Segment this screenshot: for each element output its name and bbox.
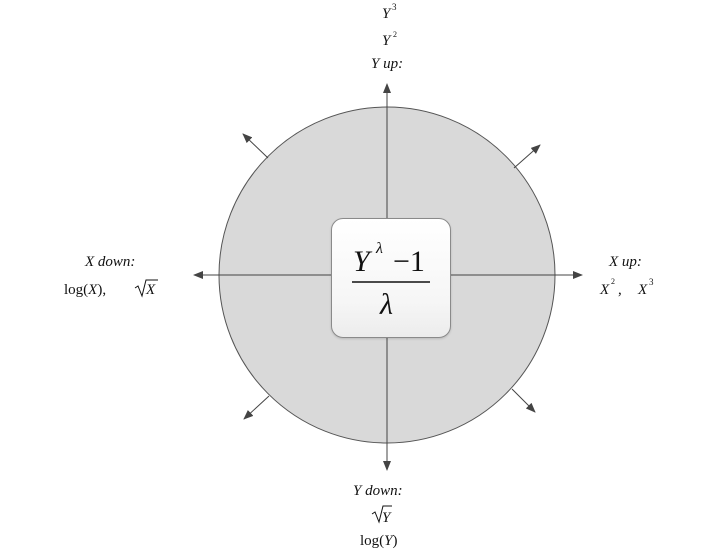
- formula-numerator-minus-one: −1: [393, 245, 425, 278]
- right-x-squared-base: X: [599, 282, 610, 298]
- box-cox-formula: Y λ −1 λ: [352, 240, 430, 321]
- top-y-squared-base: Y: [382, 33, 392, 49]
- bottom-sqrt-radicand: Y: [382, 510, 392, 526]
- diagonal-arrow-upper-right: [513, 144, 541, 169]
- y-down-heading: Y down:: [353, 483, 403, 499]
- right-x-cubed-base: X: [637, 282, 648, 298]
- top-y-cubed-base: Y: [382, 6, 392, 22]
- formula-denominator: λ: [379, 288, 393, 321]
- formula-numerator-exponent: λ: [375, 240, 383, 257]
- diagonal-arrow-lower-right: [511, 388, 536, 413]
- top-y-squared-exp: 2: [393, 30, 397, 39]
- top-y-cubed-exp: 3: [392, 2, 397, 12]
- left-sqrt-x: X: [134, 279, 158, 298]
- right-x-squared-exp: 2: [611, 277, 615, 286]
- right-x-cubed-exp: 3: [649, 277, 654, 287]
- x-down-heading: X down:: [84, 254, 135, 270]
- diagonal-arrow-upper-left: [242, 133, 269, 159]
- left-sqrt-radicand: X: [145, 282, 156, 298]
- bottom-log-y: log(Y): [360, 533, 398, 549]
- box-cox-formula-box: Y λ −1 λ: [331, 218, 451, 338]
- x-up-heading: X up:: [608, 254, 642, 270]
- bottom-sqrt-y: √Y Y: [371, 505, 392, 526]
- y-up-heading: Y up:: [371, 56, 403, 72]
- formula-numerator-base: Y: [353, 245, 373, 278]
- diagonal-arrow-lower-left: [243, 395, 270, 420]
- left-log-x: log(X),: [64, 282, 106, 298]
- right-separator: ,: [618, 282, 622, 298]
